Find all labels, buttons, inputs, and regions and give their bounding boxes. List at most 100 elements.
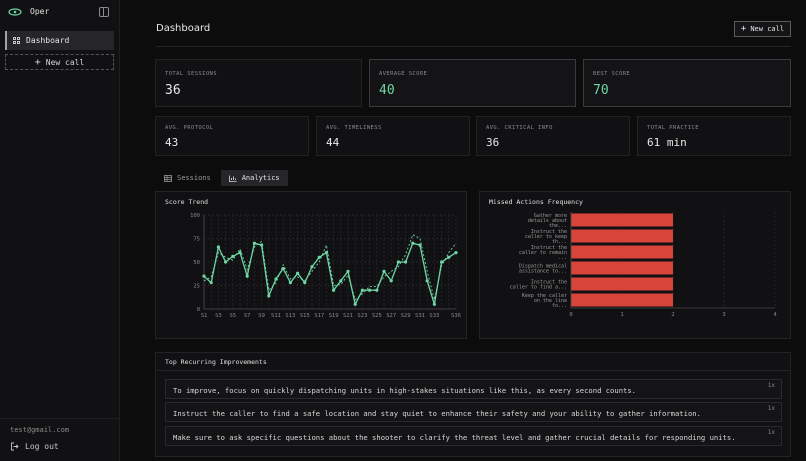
x-tick-label: S17 <box>314 313 324 319</box>
x-tick-label: S23 <box>357 313 367 319</box>
sidebar-item-dashboard[interactable]: Dashboard <box>5 31 114 50</box>
stat-card-total-sessions: TOTAL SESSIONS 36 <box>155 59 362 107</box>
plus-icon: + <box>34 56 41 68</box>
score-point <box>296 271 300 275</box>
y-tick-label: Gather more details about the... <box>528 213 567 229</box>
stat-value: 43 <box>165 136 179 149</box>
x-tick-label: S13 <box>285 313 295 319</box>
improvement-text: Instruct the caller to find a safe locat… <box>173 409 701 418</box>
view-tabs: Sessions Analytics <box>156 170 288 186</box>
score-point <box>447 255 451 259</box>
divider <box>156 46 791 47</box>
missed-action-bar <box>571 277 673 291</box>
score-trend-panel: Score Trend 0 25 50 75 100 S1 S3 S5 S7 S9 S11 S13 S1… <box>155 191 467 339</box>
score-point <box>209 281 213 285</box>
x-tick-label: S3 <box>215 313 222 319</box>
chart-title: Missed Actions Frequency <box>489 198 583 206</box>
y-tick-label: 25 <box>193 284 200 290</box>
score-point <box>346 269 350 273</box>
chart-title: Score Trend <box>165 198 209 206</box>
plus-icon: + <box>740 24 747 34</box>
x-tick-label: S36 <box>451 313 461 319</box>
stat-value: 40 <box>379 83 395 98</box>
tab-sessions[interactable]: Sessions <box>156 170 219 186</box>
missed-action-bar <box>571 261 673 275</box>
improvement-text: Make sure to ask specific questions abou… <box>173 433 736 442</box>
trend-series-line <box>203 234 457 301</box>
logout-icon <box>11 442 19 451</box>
score-point <box>418 243 422 247</box>
score-series-line <box>203 242 457 307</box>
stat-card-best-score: BEST SCORE 70 <box>583 59 791 107</box>
score-point <box>389 279 393 283</box>
stat-label: AVG. TIMELINESS <box>326 125 382 131</box>
x-tick-label: S5 <box>229 313 236 319</box>
improvement-item: To improve, focus on quickly dispatching… <box>165 379 782 399</box>
y-tick-label: Keep the caller on the line fo... <box>522 293 567 309</box>
x-tick-label: S11 <box>271 313 281 319</box>
score-point <box>303 281 307 285</box>
logout-label: Log out <box>25 442 59 451</box>
x-tick-label: S1 <box>201 313 208 319</box>
sidebar-new-call-button[interactable]: + New call <box>5 54 114 70</box>
score-point <box>368 288 372 292</box>
improvement-count: 1x <box>767 429 775 436</box>
score-point <box>267 294 271 298</box>
y-tick-label: Instruct the caller to keep th... <box>525 229 567 245</box>
stat-label: AVERAGE SCORE <box>379 71 428 77</box>
x-tick-label: S21 <box>343 313 353 319</box>
stat-value: 36 <box>165 83 181 98</box>
missed-actions-panel: Missed Actions Frequency 0 1 2 3 4 Gather mor… <box>479 191 791 339</box>
logout-button[interactable]: Log out <box>10 442 59 451</box>
y-tick-label: Instruct the caller to find a... <box>510 279 567 290</box>
x-tick-label: 2 <box>671 312 674 318</box>
y-tick-label: 75 <box>193 237 200 243</box>
divider <box>0 418 119 419</box>
score-point <box>360 288 364 292</box>
improvement-item: Make sure to ask specific questions abou… <box>165 426 782 446</box>
score-point <box>353 302 357 306</box>
score-point <box>245 274 249 278</box>
stat-label: AVG. PROTOCOL <box>165 125 214 131</box>
grid-icon <box>13 37 20 44</box>
y-tick-label: 100 <box>190 213 200 219</box>
x-tick-label: S33 <box>429 313 439 319</box>
score-point <box>252 241 256 245</box>
x-tick-label: S7 <box>244 313 251 319</box>
missed-action-bar <box>571 213 673 227</box>
stat-value: 61 min <box>647 136 687 149</box>
app-name: Oper <box>30 7 50 16</box>
improvements-title: Top Recurring Improvements <box>165 358 267 366</box>
tab-analytics[interactable]: Analytics <box>220 170 288 186</box>
tab-label: Sessions <box>177 174 211 182</box>
score-point <box>411 241 415 245</box>
score-point <box>224 260 228 264</box>
y-tick-label: Dispatch medical assistance to... <box>519 263 567 274</box>
stat-value: 70 <box>593 83 609 98</box>
x-tick-label: 3 <box>722 312 725 318</box>
x-tick-label: 4 <box>773 312 777 318</box>
y-tick-label: 50 <box>193 260 200 266</box>
stat-label: TOTAL PRACTICE <box>647 125 699 131</box>
divider <box>156 370 790 371</box>
logo-icon <box>8 7 22 16</box>
collapse-sidebar-icon[interactable] <box>99 7 109 17</box>
x-tick-label: 0 <box>569 312 572 318</box>
score-point <box>202 274 206 278</box>
stat-card-avg-timeliness: AVG. TIMELINESS 44 <box>316 116 470 156</box>
score-point <box>310 265 314 269</box>
table-icon <box>164 174 172 182</box>
score-point <box>288 281 292 285</box>
score-point <box>216 245 220 249</box>
stat-value: 44 <box>326 136 340 149</box>
improvement-item: Instruct the caller to find a safe locat… <box>165 402 782 422</box>
brand[interactable]: Oper <box>8 7 49 16</box>
bar-chart-icon <box>228 175 237 182</box>
y-tick-label: Instruct the caller to remain... <box>519 245 567 261</box>
x-tick-label: S9 <box>258 313 265 319</box>
sidebar-new-call-label: New call <box>45 57 85 67</box>
stat-label: BEST SCORE <box>593 71 631 77</box>
new-call-button[interactable]: + New call <box>734 21 791 37</box>
score-point <box>231 254 235 258</box>
